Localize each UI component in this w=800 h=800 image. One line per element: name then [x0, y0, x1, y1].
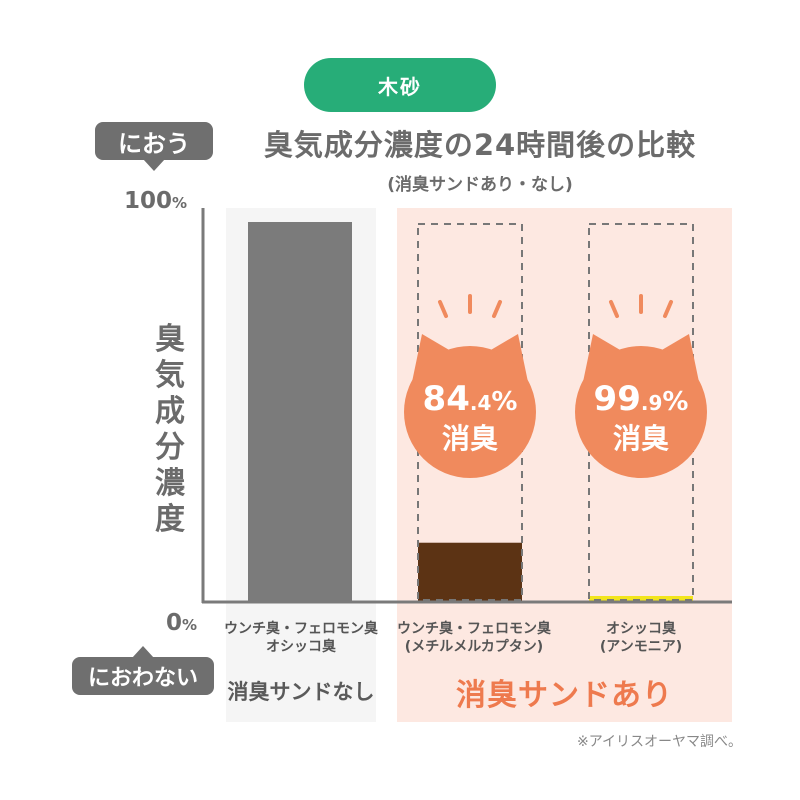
deodorize-label: 消臭	[442, 422, 498, 455]
y-axis-label: 臭気成分濃度	[155, 322, 185, 537]
deodorize-badge-1: 84.4%消臭	[404, 294, 536, 478]
source-note: ※アイリスオーヤマ調べ。	[576, 734, 742, 750]
cat-head-icon	[575, 346, 707, 478]
sparkle-ray	[609, 300, 619, 318]
chart-subtitle: (消臭サンドあり・なし)	[387, 175, 573, 195]
deodorize-rate: 99.9%	[594, 379, 689, 419]
cat-head-icon	[404, 346, 536, 478]
bar-1	[248, 222, 352, 602]
group-label-without: 消臭サンドなし	[227, 680, 375, 704]
smell-tag: におう	[95, 122, 213, 171]
deodorize-rate: 84.4%	[423, 379, 518, 419]
sparkle-ray	[663, 300, 673, 318]
category-label-1: ウンチ臭・フェロモン臭 オシッコ臭	[224, 621, 378, 655]
category-label-3: オシッコ臭 (アンモニア)	[599, 621, 683, 655]
sparkle-ray	[438, 300, 448, 318]
bar-3	[589, 596, 693, 602]
deodorize-badge-2: 99.9%消臭	[575, 294, 707, 478]
category-label-2: ウンチ臭・フェロモン臭 (メチルメルカプタン)	[397, 621, 551, 655]
no-smell-tag: におわない	[72, 646, 214, 695]
y-tick-0: 0%	[166, 610, 198, 636]
deodorize-label: 消臭	[613, 422, 669, 455]
category-badge: 木砂	[304, 58, 496, 112]
sparkle-ray	[492, 300, 502, 318]
y-tick-100: 100%	[124, 188, 188, 214]
group-label-with: 消臭サンドあり	[456, 678, 673, 713]
bar-2	[418, 542, 522, 602]
chart-title: 臭気成分濃度の24時間後の比較	[263, 128, 697, 162]
